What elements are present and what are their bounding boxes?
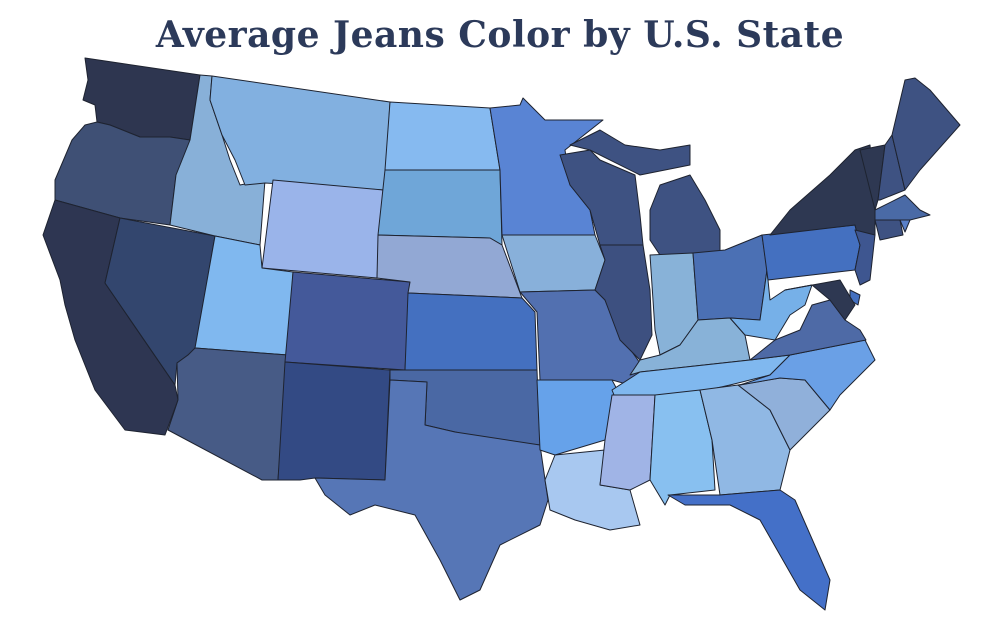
state-nd [384, 101, 501, 171]
state-ks [404, 292, 538, 371]
state-co [284, 271, 411, 371]
state-ia [501, 234, 606, 293]
state-sd [377, 169, 503, 246]
state-nh [877, 134, 906, 201]
state-nc [739, 339, 876, 411]
state-wi [559, 149, 644, 246]
map-title: Average Jeans Color by U.S. State [155, 14, 845, 56]
state-ky [629, 317, 751, 376]
state-az [167, 347, 289, 481]
state-mi [569, 129, 691, 176]
state-fl [667, 489, 831, 611]
state-il [594, 244, 653, 361]
state-ri [899, 219, 911, 233]
state-mt [209, 75, 391, 191]
state-wy [261, 179, 384, 279]
state-md [784, 279, 856, 321]
state-me [891, 77, 961, 191]
state-tx [314, 379, 549, 601]
state-ct [874, 219, 904, 241]
state-nj [854, 229, 876, 286]
state-nm [277, 361, 391, 481]
